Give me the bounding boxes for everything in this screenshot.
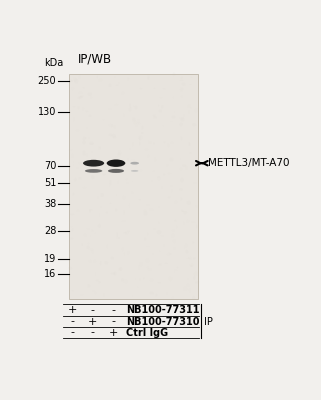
Ellipse shape (130, 162, 139, 164)
Text: -: - (91, 328, 94, 338)
Text: 250: 250 (38, 76, 56, 86)
Text: 19: 19 (44, 254, 56, 264)
Ellipse shape (108, 169, 124, 173)
Text: IP/WB: IP/WB (78, 52, 112, 65)
Text: +: + (88, 316, 97, 326)
Text: -: - (71, 316, 74, 326)
Text: 16: 16 (44, 269, 56, 279)
Text: Ctrl IgG: Ctrl IgG (126, 328, 168, 338)
Text: -: - (111, 316, 116, 326)
Text: -: - (71, 328, 74, 338)
Ellipse shape (83, 160, 104, 166)
Text: +: + (109, 328, 118, 338)
Ellipse shape (85, 169, 102, 173)
Text: IP: IP (204, 316, 213, 326)
Text: NB100-77310: NB100-77310 (126, 316, 199, 326)
Ellipse shape (107, 160, 125, 167)
Text: kDa: kDa (44, 58, 64, 68)
Text: 130: 130 (38, 107, 56, 117)
Ellipse shape (131, 170, 138, 172)
Text: 28: 28 (44, 226, 56, 236)
Text: -: - (91, 306, 94, 316)
Text: +: + (68, 306, 77, 316)
Text: 51: 51 (44, 178, 56, 188)
Text: 70: 70 (44, 161, 56, 171)
Bar (69, 74, 198, 299)
Text: METTL3/MT-A70: METTL3/MT-A70 (208, 158, 290, 168)
Text: 38: 38 (44, 200, 56, 210)
Text: -: - (111, 306, 116, 316)
Text: NB100-77311: NB100-77311 (126, 306, 199, 316)
